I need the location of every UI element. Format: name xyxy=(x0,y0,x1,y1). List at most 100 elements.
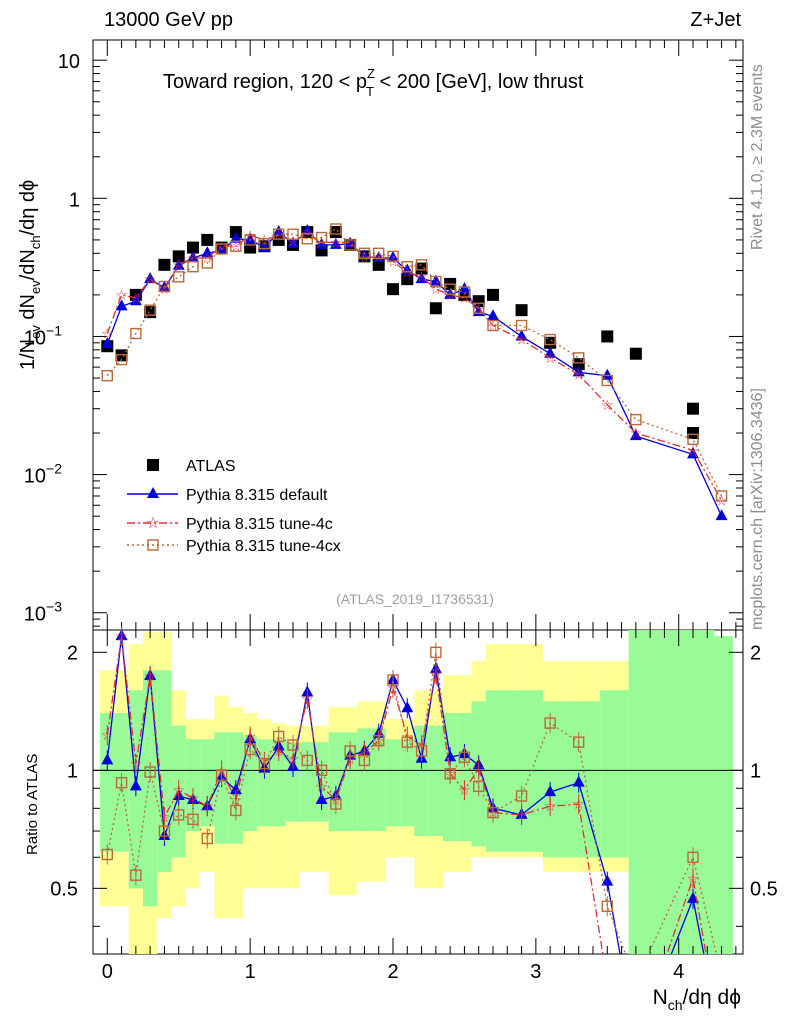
main-y-tick-label: 10−3 xyxy=(24,599,62,626)
legend-marker-tune4c: ☆ xyxy=(146,513,160,532)
main-point-pythia-8-315-default xyxy=(601,368,614,380)
main-point-pythia-8-315-default xyxy=(244,232,257,244)
main-point-pythia-8-315-tune-4cx xyxy=(458,286,471,298)
main-point-pythia-8-315-tune-4c: ☆ xyxy=(401,266,414,282)
main-point-pythia-8-315-tune-4cx xyxy=(401,260,413,273)
main-point-pythia-8-315-tune-4c: ☆ xyxy=(187,251,200,267)
main-point-pythia-8-315-default xyxy=(172,258,185,270)
main-point-atlas xyxy=(401,273,414,286)
main-y-tick-label: 10−2 xyxy=(24,461,62,488)
main-point-pythia-8-315-default xyxy=(272,225,285,237)
ratio-point-pythia-8-315-tune-4cx xyxy=(130,869,142,881)
main-point-pythia-8-315-tune-4cx xyxy=(601,374,613,387)
main-point-pythia-8-315-default xyxy=(544,346,557,358)
main-point-pythia-8-315-tune-4c: ☆ xyxy=(201,251,214,267)
ratio-point-pythia-8-315-tune-4cx xyxy=(601,900,613,912)
main-point-pythia-8-315-tune-4c: ☆ xyxy=(101,327,114,343)
main-point-atlas xyxy=(687,427,699,440)
collision-label: 13000 GeV pp xyxy=(104,9,233,31)
ratio-point-pythia-8-315-tune-4cx xyxy=(315,764,328,777)
main-point-pythia-8-315-tune-4cx xyxy=(130,327,142,340)
stat-unc-band xyxy=(714,636,733,954)
legend-label-default: Pythia 8.315 default xyxy=(186,487,328,504)
main-point-pythia-8-315-tune-4cx xyxy=(173,271,185,283)
ratio-point-pythia-8-315-tune-4cx xyxy=(373,735,385,747)
ratio-point-pythia-8-315-tune-4cx xyxy=(273,730,285,743)
ratio-point-pythia-8-315-tune-4cx xyxy=(687,851,699,863)
stat-unc-band xyxy=(571,701,601,858)
ratio-point-pythia-8-315-tune-4cx xyxy=(387,674,399,686)
ratio-point-pythia-8-315-tune-4c: ☆ xyxy=(201,799,214,815)
ratio-point-pythia-8-315-tune-4cx xyxy=(358,754,371,767)
ratio-point-pythia-8-315-default xyxy=(129,779,142,791)
main-point-pythia-8-315-tune-4c: ☆ xyxy=(515,333,528,349)
ratio-series-group: ☆☆☆☆☆☆ ☆☆☆☆☆☆☆ ☆☆☆☆☆ ☆☆☆☆☆☆☆☆☆☆ ☆☆ ☆☆ xyxy=(101,626,718,954)
main-point-pythia-8-315-tune-4cx xyxy=(373,247,385,259)
ratio-point-pythia-8-315-tune-4cx xyxy=(473,780,485,793)
ratio-point-pythia-8-315-tune-4c: ☆ xyxy=(315,779,328,795)
ratio-point-pythia-8-315-tune-4c: ☆ xyxy=(515,808,528,824)
main-series-group: ☆☆ ☆☆☆☆ ☆ ☆☆ ☆☆ ☆ ☆ ☆ ☆☆ ☆ ☆☆ ☆ ☆☆ ☆☆ ☆ ☆☆☆☆☆☆☆☆☆☆ xyxy=(101,223,728,521)
process-label: Z+Jet xyxy=(690,9,741,31)
ratio-point-pythia-8-315-tune-4cx xyxy=(101,848,113,861)
ratio-point-pythia-8-315-tune-4c: ☆ xyxy=(544,799,557,815)
main-y-tick-label: 1 xyxy=(69,189,80,211)
main-point-pythia-8-315-default xyxy=(301,224,314,236)
main-point-pythia-8-315-tune-4cx xyxy=(244,234,256,246)
ratio-point-pythia-8-315-tune-4c: ☆ xyxy=(101,728,114,744)
main-point-pythia-8-315-default xyxy=(572,365,585,377)
stat-unc-band xyxy=(143,670,158,907)
ratio-point-pythia-8-315-tune-4cx xyxy=(215,769,228,782)
main-point-pythia-8-315-tune-4cx xyxy=(487,319,499,332)
main-point-pythia-8-315-tune-4c: ☆ xyxy=(444,288,457,304)
main-point-pythia-8-315-tune-4cx xyxy=(101,369,113,382)
stat-unc-band xyxy=(400,739,415,827)
main-point-pythia-8-315-tune-4cx xyxy=(158,280,171,293)
ratio-point-pythia-8-315-tune-4c: ☆ xyxy=(144,669,157,685)
main-point-atlas xyxy=(544,336,557,349)
main-point-pythia-8-315-default xyxy=(115,299,128,311)
stat-unc-band xyxy=(457,713,472,842)
x-tick-label: 2 xyxy=(387,961,398,983)
ratio-point-pythia-8-315-default xyxy=(601,874,614,886)
x-tick-label: 3 xyxy=(530,961,541,983)
ratio-point-pythia-8-315-default xyxy=(401,701,414,713)
main-point-pythia-8-315-tune-4cx xyxy=(301,233,313,245)
stat-unc-band xyxy=(371,728,386,832)
legend-marker-tune4cx xyxy=(147,539,159,551)
main-point-pythia-8-315-tune-4cx xyxy=(630,413,642,426)
main-point-pythia-8-315-tune-4cx xyxy=(358,247,371,259)
stat-unc-band xyxy=(243,736,258,832)
legend-marker-default xyxy=(147,487,159,498)
main-point-pythia-8-315-tune-4c: ☆ xyxy=(572,368,585,384)
ratio-y-tick-label-left: 2 xyxy=(67,642,78,664)
main-point-pythia-8-315-tune-4cx xyxy=(273,228,285,240)
ratio-point-pythia-8-315-default xyxy=(315,793,328,805)
main-point-pythia-8-315-tune-4cx xyxy=(430,275,442,288)
ratio-point-pythia-8-315-tune-4cx xyxy=(201,832,213,845)
main-point-pythia-8-315-tune-4cx xyxy=(415,259,428,271)
ratio-point-pythia-8-315-tune-4cx xyxy=(573,736,585,748)
main-point-pythia-8-315-tune-4cx xyxy=(573,352,585,364)
main-point-pythia-8-315-default xyxy=(487,309,499,321)
stat-unc-band xyxy=(428,725,443,836)
ratio-point-pythia-8-315-tune-4c: ☆ xyxy=(172,783,185,799)
legend: ATLAS Pythia 8.315 default ☆ Pythia 8.31… xyxy=(127,458,341,555)
ratio-point-pythia-8-315-tune-4cx xyxy=(173,809,185,821)
ratio-point-pythia-8-315-tune-4cx xyxy=(258,757,271,770)
ratio-point-pythia-8-315-tune-4cx xyxy=(115,776,128,789)
main-point-pythia-8-315-tune-4c: ☆ xyxy=(244,228,257,244)
main-point-atlas xyxy=(187,241,199,254)
main-point-pythia-8-315-tune-4c: ☆ xyxy=(458,291,471,307)
main-point-pythia-8-315-tune-4cx xyxy=(344,239,356,251)
main-point-atlas xyxy=(601,330,614,343)
ratio-point-pythia-8-315-tune-4cx xyxy=(401,736,413,748)
main-y-tick-label: 10 xyxy=(58,51,80,73)
main-point-atlas xyxy=(429,302,442,315)
ratio-point-pythia-8-315-tune-4cx xyxy=(158,825,171,837)
main-point-pythia-8-315-tune-4cx xyxy=(387,250,399,263)
main-point-pythia-8-315-tune-4c: ☆ xyxy=(415,270,428,286)
legend-label-atlas: ATLAS xyxy=(186,458,236,475)
main-point-pythia-8-315-tune-4cx xyxy=(201,257,213,269)
main-point-pythia-8-315-tune-4c: ☆ xyxy=(687,443,700,459)
